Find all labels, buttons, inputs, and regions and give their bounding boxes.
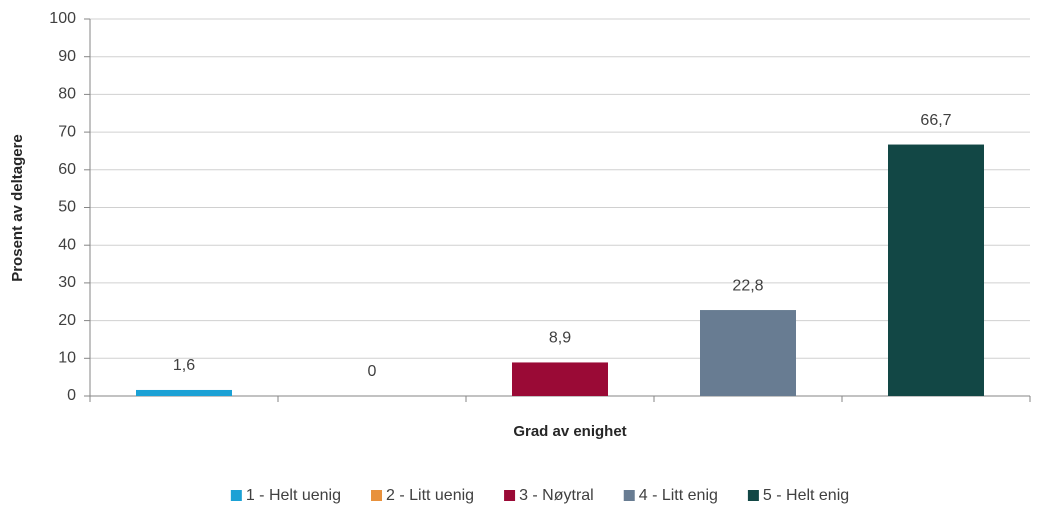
y-tick-label: 90	[58, 48, 76, 65]
data-label: 22,8	[732, 277, 763, 294]
y-tick-label: 100	[49, 10, 76, 27]
legend-label: 4 - Litt enig	[639, 487, 718, 504]
data-label: 8,9	[549, 330, 571, 347]
y-tick-label: 30	[58, 274, 76, 291]
y-tick-label: 40	[58, 236, 76, 253]
legend-label: 2 - Litt uenig	[386, 487, 474, 504]
bar	[136, 389, 232, 396]
data-label: 66,7	[920, 112, 951, 129]
legend-swatch	[747, 490, 759, 501]
x-axis-title: Grad av enighet	[513, 423, 626, 440]
y-tick-label: 10	[58, 350, 76, 367]
y-tick-label: 20	[58, 312, 76, 329]
data-label: 1,6	[173, 357, 195, 374]
legend-swatch	[230, 490, 242, 501]
bar	[888, 144, 984, 396]
legend-swatch	[623, 490, 635, 501]
y-tick-label: 0	[67, 387, 76, 404]
legend-swatch	[371, 490, 383, 501]
legend-label: 5 - Helt enig	[763, 487, 849, 504]
y-tick-label: 80	[58, 86, 76, 103]
legend-swatch	[504, 490, 516, 501]
legend-label: 1 - Helt uenig	[246, 487, 341, 504]
y-tick-label: 60	[58, 161, 76, 178]
bar	[512, 362, 608, 396]
y-axis-title: Prosent av deltagere	[9, 134, 26, 282]
legend-label: 3 - Nøytral	[519, 487, 594, 504]
y-tick-label: 50	[58, 199, 76, 216]
data-label: 0	[368, 363, 377, 380]
bar	[700, 310, 796, 396]
y-tick-label: 70	[58, 123, 76, 140]
